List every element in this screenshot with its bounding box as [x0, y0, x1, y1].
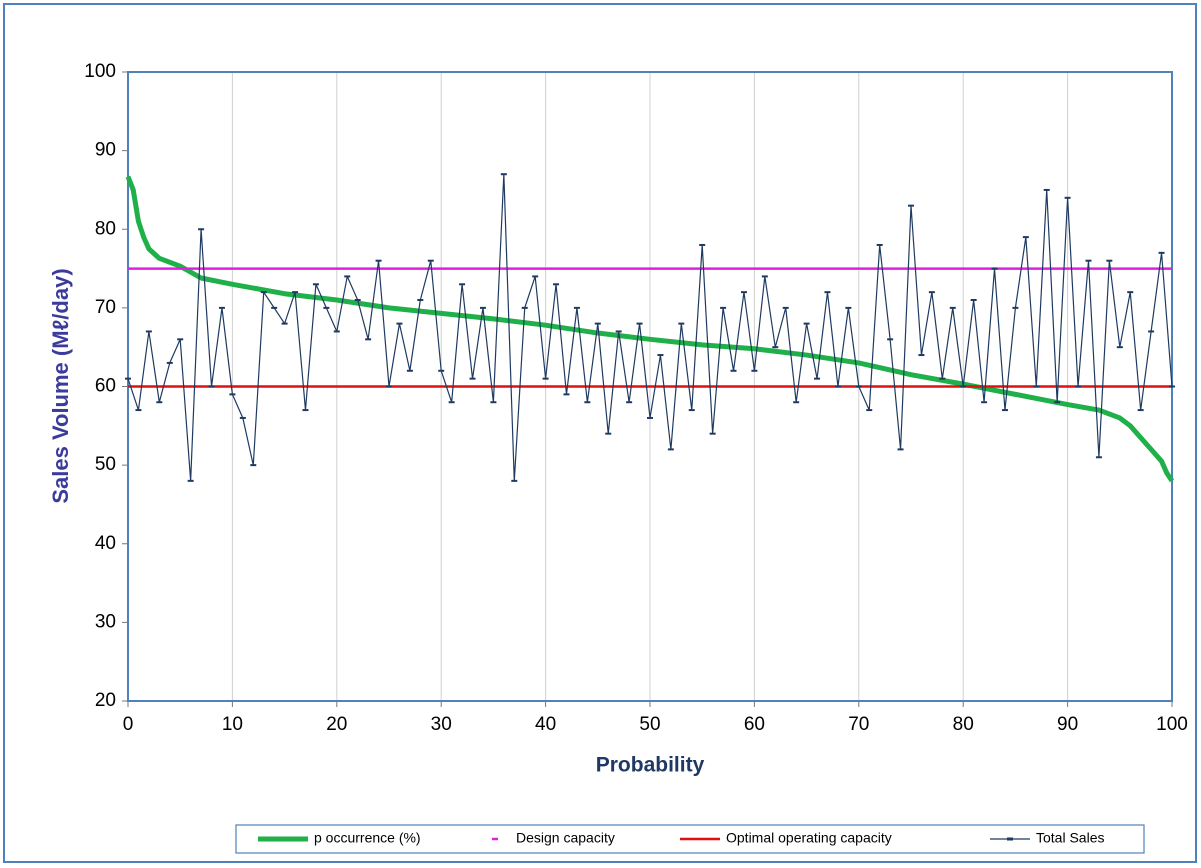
- y-tick-label: 90: [95, 140, 116, 161]
- y-tick-label: 100: [84, 61, 116, 82]
- x-tick-label: 20: [326, 714, 347, 735]
- series-line: [125, 175, 1175, 483]
- legend-label: Optimal operating capacity: [726, 830, 892, 846]
- x-tick-label: 0: [123, 714, 134, 735]
- x-tick-label: 30: [431, 714, 452, 735]
- y-axis-label: Sales Volume (Mℓ/day): [48, 268, 73, 503]
- y-tick-label: 70: [95, 297, 116, 318]
- legend: p occurrence (%) Design capacity Optimal o…: [258, 830, 1104, 846]
- y-tick-label: 20: [95, 690, 116, 711]
- x-tick-label: 90: [1057, 714, 1078, 735]
- y-tick-label: 40: [95, 533, 116, 554]
- y-tick-label: 30: [95, 611, 116, 632]
- y-tick-label: 80: [95, 218, 116, 239]
- x-axis-label: Probability: [596, 754, 705, 777]
- x-tick-label: 40: [535, 714, 556, 735]
- y-tick-label: 60: [95, 376, 116, 397]
- x-tick-label: 100: [1156, 714, 1188, 735]
- legend-label: Design capacity: [516, 830, 615, 846]
- legend-label: p occurrence (%): [314, 830, 421, 846]
- y-tick-label: 50: [95, 454, 116, 475]
- chart-frame: [3, 3, 1197, 863]
- x-tick-label: 60: [744, 714, 765, 735]
- x-tick-label: 80: [953, 714, 974, 735]
- x-tick-label: 50: [639, 714, 660, 735]
- x-tick-label: 70: [848, 714, 869, 735]
- legend-label: Total Sales: [1036, 830, 1104, 846]
- x-tick-label: 10: [222, 714, 243, 735]
